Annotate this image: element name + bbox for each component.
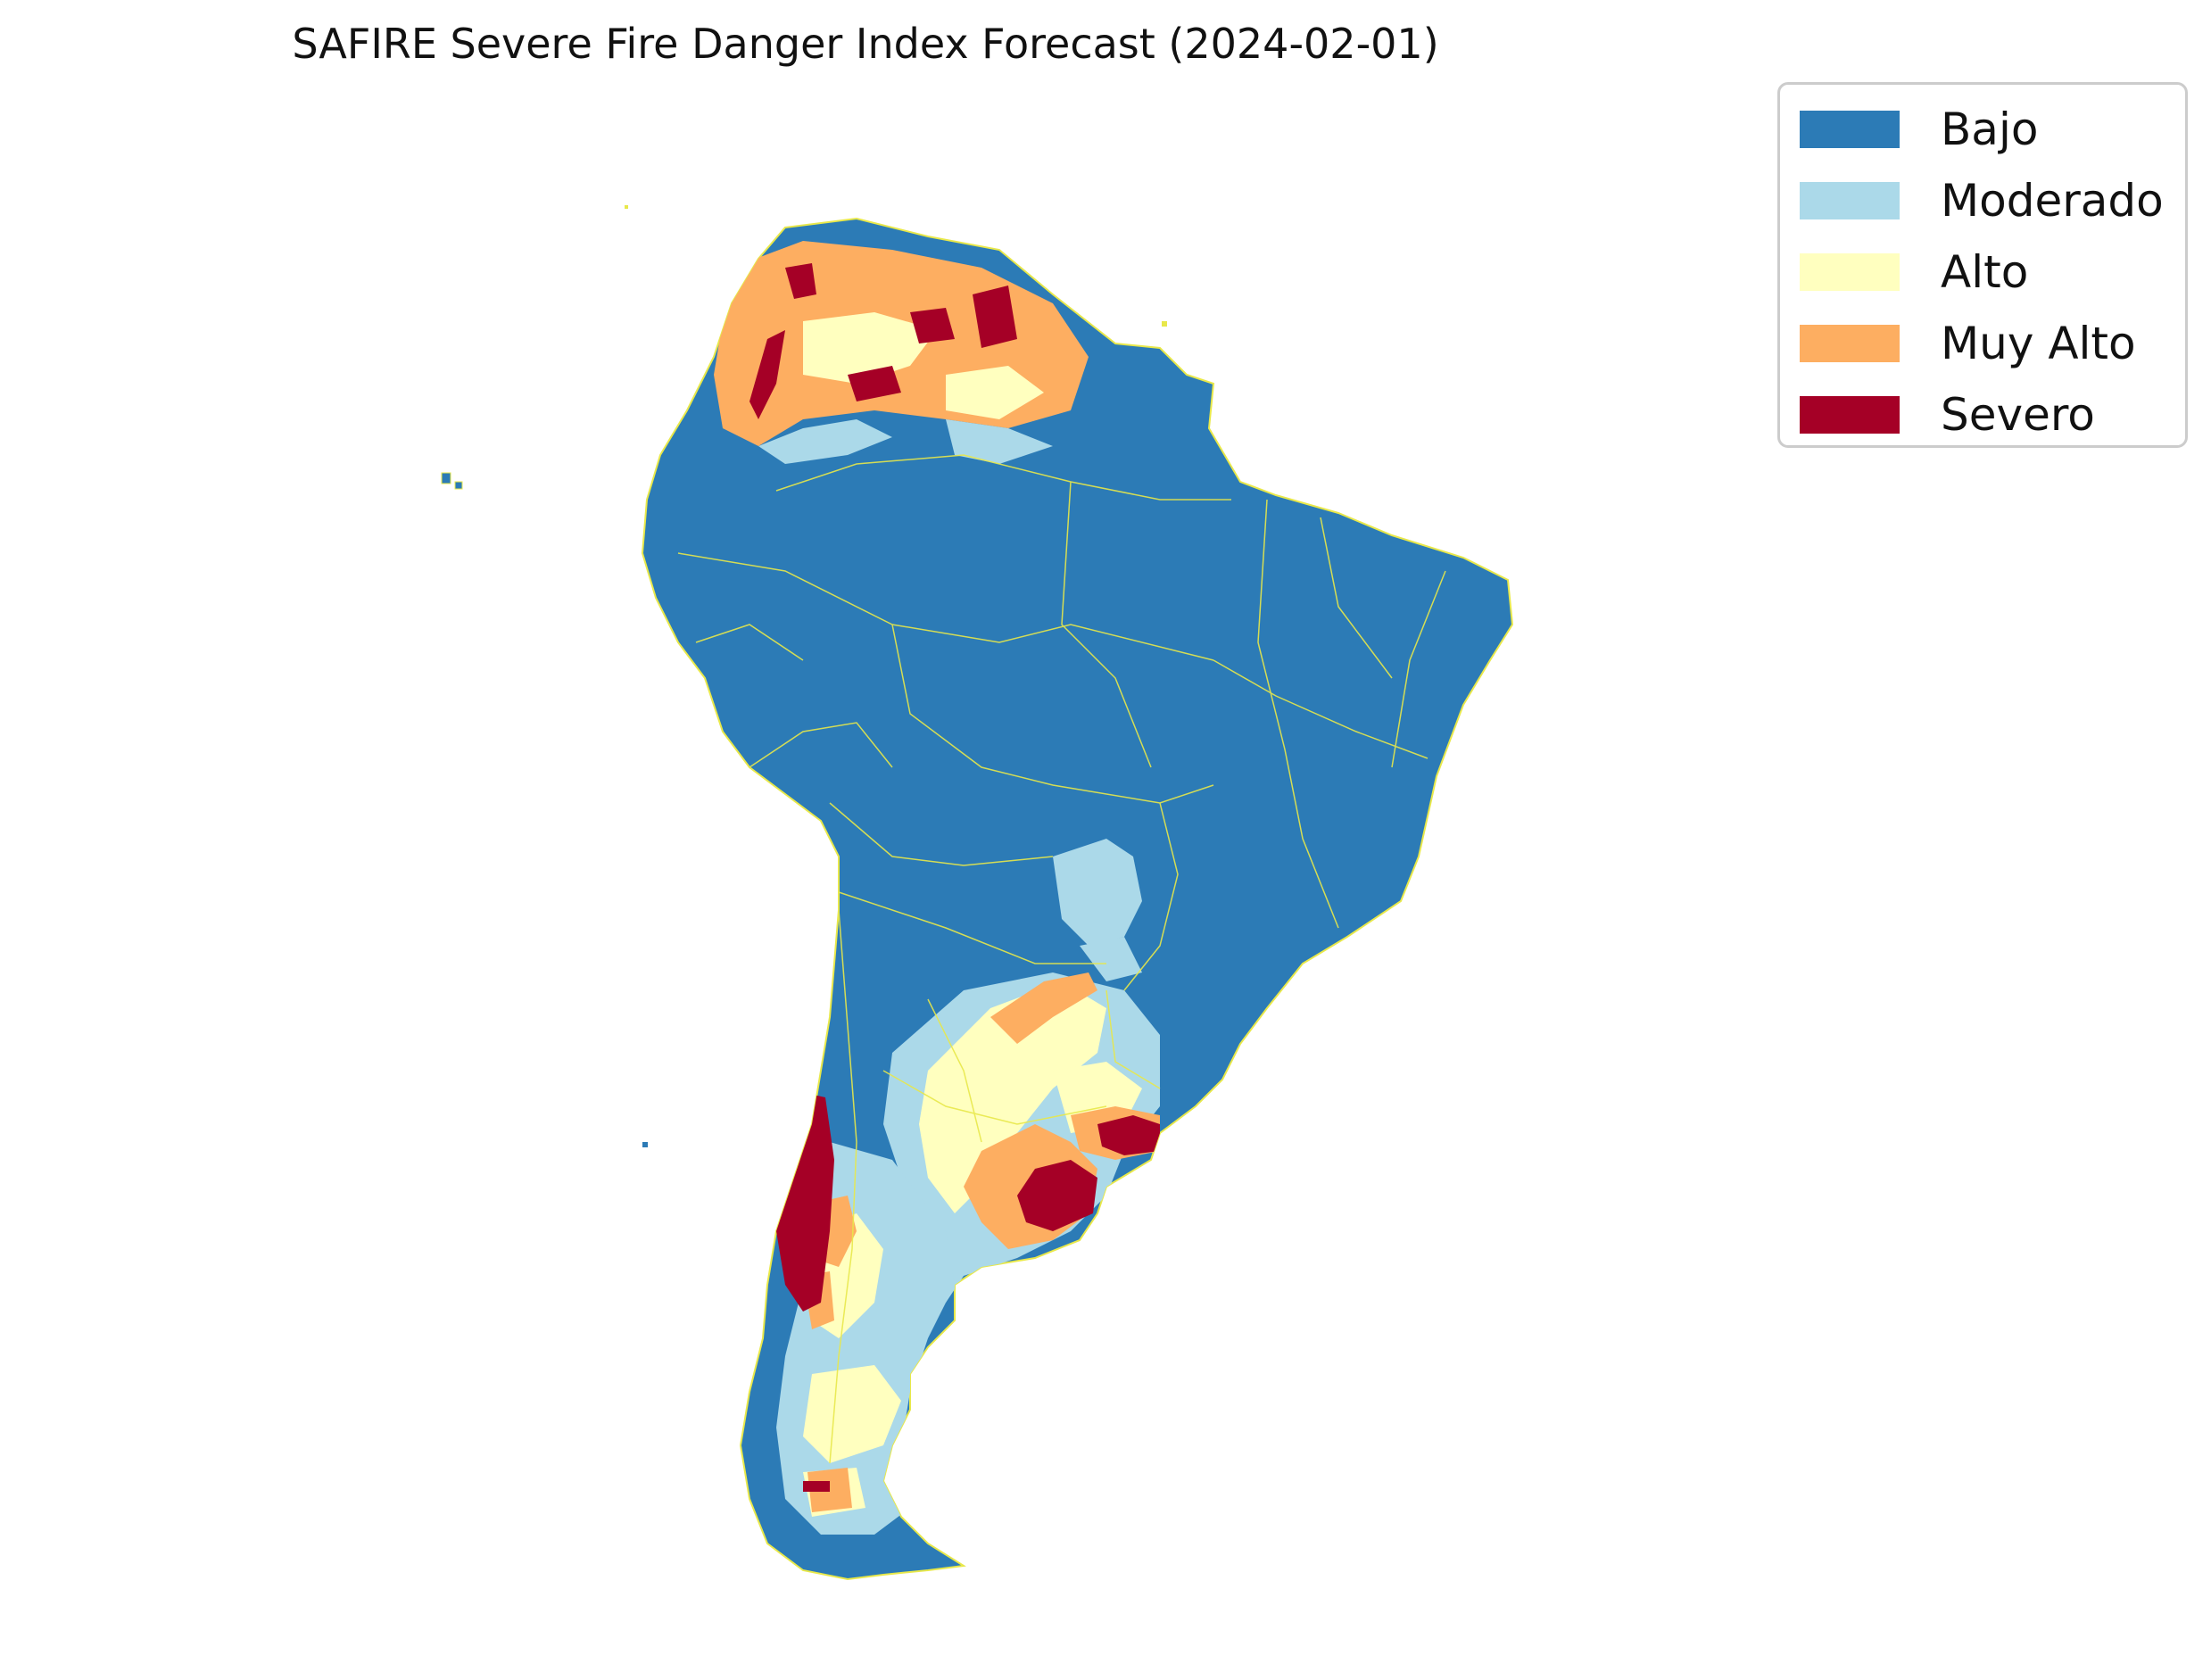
- map-title: SAFIRE Severe Fire Danger Index Forecast…: [292, 20, 1439, 68]
- legend-swatch-bajo: [1800, 111, 1900, 148]
- legend-swatch-moderado: [1800, 182, 1900, 219]
- legend-label-moderado: Moderado: [1941, 175, 2164, 227]
- region-borders: [677, 454, 1446, 1464]
- legend-item-muy-alto: Muy Alto: [1800, 317, 2136, 370]
- legend-item-alto: Alto: [1800, 245, 2028, 299]
- north-hazard-zone: [714, 241, 1089, 464]
- central-moderate-zone: [1053, 839, 1142, 981]
- legend-swatch-alto: [1800, 253, 1900, 291]
- legend-swatch-muy-alto: [1800, 325, 1900, 362]
- legend-item-bajo: Bajo: [1800, 103, 2038, 156]
- legend-swatch-severo: [1800, 396, 1900, 434]
- legend-item-moderado: Moderado: [1800, 174, 2164, 228]
- islands: [441, 205, 1167, 1147]
- legend-item-severo: Severo: [1800, 388, 2095, 442]
- chile-patagonia-hazard-zone: [772, 1088, 955, 1535]
- legend: Bajo Moderado Alto Muy Alto Severo: [1777, 82, 2188, 448]
- legend-label-muy-alto: Muy Alto: [1941, 318, 2136, 369]
- south-hazard-zone: [883, 972, 1160, 1303]
- legend-label-severo: Severo: [1941, 389, 2095, 441]
- legend-label-bajo: Bajo: [1941, 103, 2039, 155]
- legend-label-alto: Alto: [1941, 246, 2029, 298]
